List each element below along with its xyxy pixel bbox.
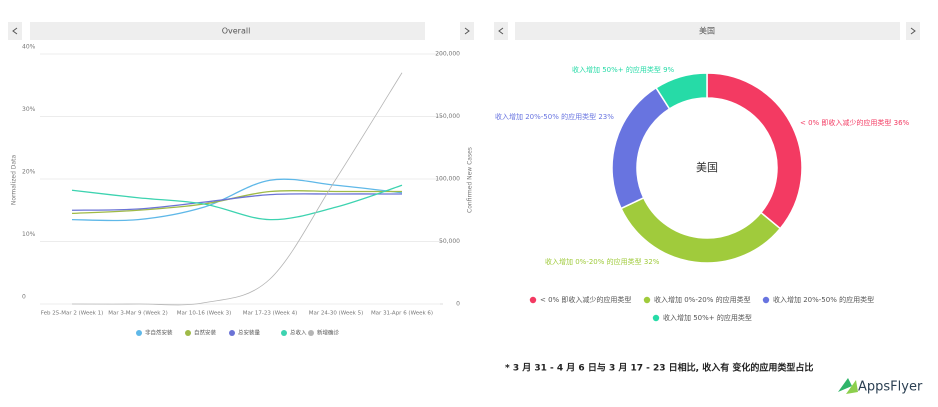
legend-marker — [136, 330, 142, 336]
footnote: * 3 月 31 - 4 月 6 日与 3 月 17 - 23 日相比, 收入有… — [505, 362, 813, 374]
data-label: 收入增加 0%-20% 的应用类型 32% — [545, 257, 660, 266]
series-line — [71, 193, 403, 211]
series-line — [71, 184, 403, 221]
logo: AppsFlyer — [858, 380, 923, 395]
y-tick-label: 20% — [22, 169, 36, 176]
donut-segment — [620, 196, 782, 264]
legend-marker — [229, 330, 235, 336]
y-tick-label: 10% — [22, 231, 36, 238]
legend-marker — [762, 296, 770, 304]
y2-tick-label: 150,000 — [435, 113, 460, 120]
legend-label: 收入增加 50%+ 的应用类型 — [663, 313, 752, 322]
legend-marker — [281, 330, 287, 336]
data-label: 收入增加 20%-50% 的应用类型 23% — [495, 112, 614, 121]
y2-axis-title: Confirmed New Cases — [467, 147, 474, 213]
legend-marker — [308, 330, 314, 336]
next-button[interactable] — [906, 22, 920, 40]
data-label: < 0% 即收入减少的应用类型 36% — [800, 118, 910, 127]
legend-label: 自然安装 — [194, 329, 217, 337]
donut-segment — [655, 72, 708, 110]
selector[interactable] — [30, 22, 425, 40]
y-tick-label: 30% — [22, 106, 36, 113]
donut-segment — [611, 86, 671, 210]
y-tick-label: 0 — [22, 294, 26, 301]
prev-arrow — [12, 27, 18, 35]
series-line — [71, 178, 403, 222]
next-arrow — [910, 27, 916, 35]
donut-segment — [706, 72, 803, 230]
prev-button[interactable] — [494, 22, 508, 40]
logo-icon — [838, 378, 858, 394]
x-tick-label: Mar 17-23 (Week 4) — [243, 311, 297, 317]
prev-button[interactable] — [8, 22, 22, 40]
x-tick-label: Mar 3-Mar 9 (Week 2) — [108, 311, 168, 317]
selector-label: 美国 — [699, 26, 715, 36]
selector[interactable] — [515, 22, 900, 40]
next-arrow — [464, 27, 470, 35]
y2-tick-label: 100,000 — [435, 176, 460, 183]
y2-tick-label: 0 — [456, 301, 460, 308]
legend-label: 总安装量 — [238, 329, 261, 337]
series-line — [71, 72, 403, 306]
center-label: 美国 — [696, 161, 718, 174]
selector-label: Overall — [222, 27, 251, 36]
data-label: 收入增加 50%+ 的应用类型 9% — [572, 65, 675, 74]
legend-label: 收入增加 0%-20% 的应用类型 — [654, 295, 751, 304]
x-tick-label: Mar 31-Apr 6 (Week 6) — [371, 311, 433, 317]
legend-label: 非自然安装 — [145, 329, 173, 337]
y2-tick-label: 50,000 — [439, 238, 460, 245]
y2-tick-label: 200,000 — [435, 51, 460, 58]
legend-label: 总收入 — [290, 329, 307, 337]
legend-marker — [185, 330, 191, 336]
y-axis-title: Normalized Data — [11, 155, 18, 206]
legend-label: < 0% 即收入减少的应用类型 — [540, 295, 631, 304]
x-tick-label: Feb 25-Mar 2 (Week 1) — [41, 311, 103, 317]
x-tick-label: Mar 24-30 (Week 5) — [309, 311, 363, 317]
legend-label: 收入增加 20%-50% 的应用类型 — [773, 295, 874, 304]
legend-marker — [643, 296, 651, 304]
prev-arrow — [498, 27, 504, 35]
legend-marker — [652, 314, 660, 322]
legend-marker — [529, 296, 537, 304]
y-tick-label: 40% — [22, 44, 36, 51]
legend-label: 新增确诊 — [317, 329, 340, 337]
next-button[interactable] — [460, 22, 474, 40]
x-tick-label: Mar 10-16 (Week 3) — [177, 311, 231, 317]
